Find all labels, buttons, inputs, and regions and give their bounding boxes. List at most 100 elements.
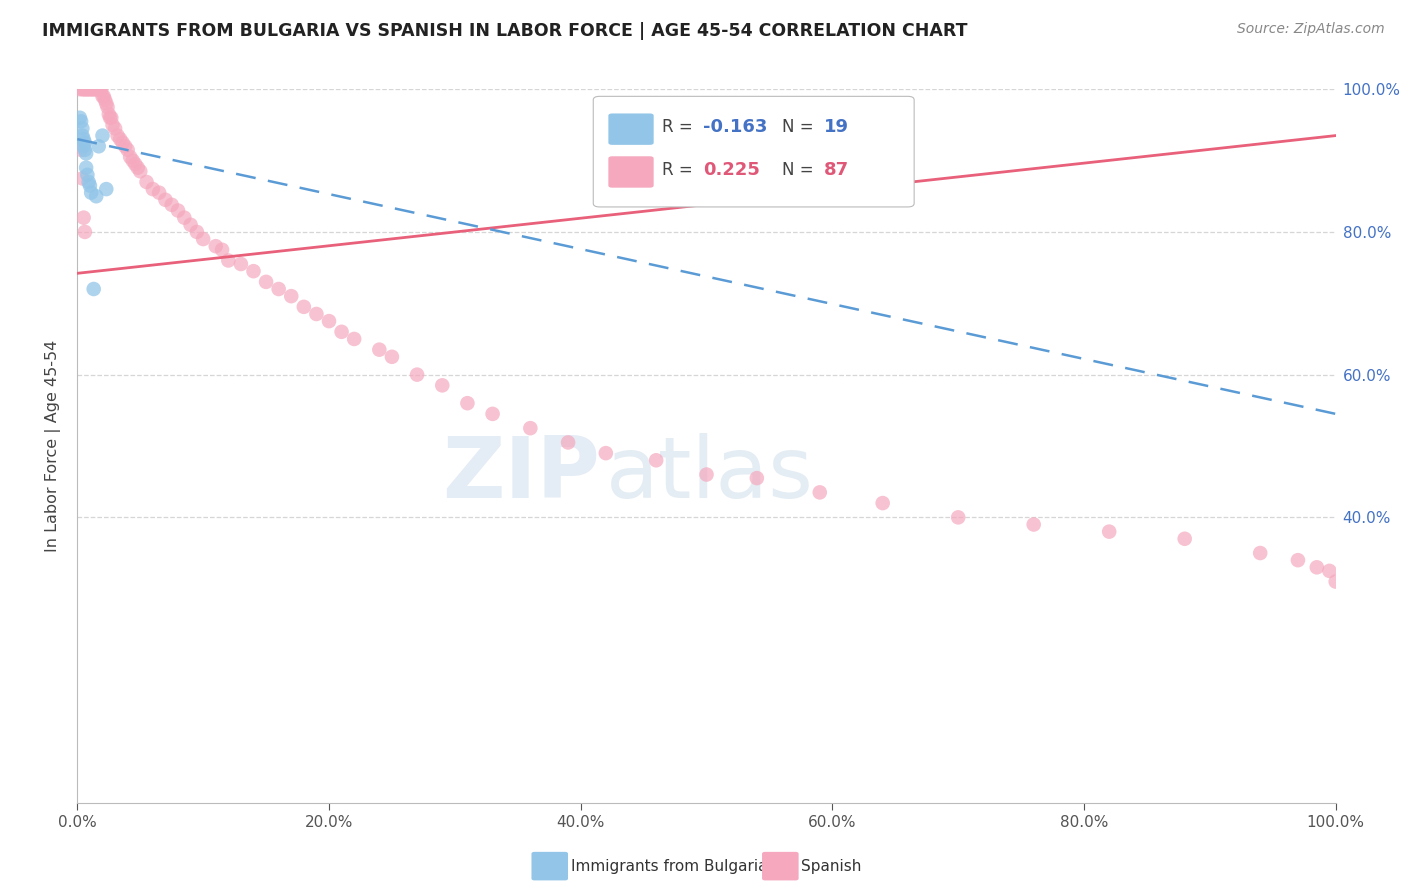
Point <box>72 82 94 96</box>
Point <box>69 111 91 125</box>
Point <box>121 153 143 168</box>
Point <box>432 378 454 392</box>
Y-axis label: In Labor Force | Age 45-54: In Labor Force | Age 45-54 <box>45 340 62 552</box>
Point <box>96 100 118 114</box>
Point <box>173 211 195 225</box>
Point <box>89 82 111 96</box>
Point <box>72 139 94 153</box>
Point <box>72 132 94 146</box>
Text: IMMIGRANTS FROM BULGARIA VS SPANISH IN LABOR FORCE | AGE 45-54 CORRELATION CHART: IMMIGRANTS FROM BULGARIA VS SPANISH IN L… <box>42 22 967 40</box>
Point <box>406 368 429 382</box>
Point <box>101 118 124 132</box>
Point <box>70 114 93 128</box>
Text: 87: 87 <box>824 161 849 178</box>
Point <box>96 182 118 196</box>
Point <box>127 161 149 175</box>
Point <box>186 225 208 239</box>
Text: Source: ZipAtlas.com: Source: ZipAtlas.com <box>1237 22 1385 37</box>
Point <box>1174 532 1197 546</box>
Point <box>76 82 98 96</box>
Point <box>1306 560 1329 574</box>
Point <box>1319 564 1341 578</box>
Point <box>948 510 970 524</box>
Point <box>142 182 165 196</box>
Point <box>100 111 122 125</box>
Point <box>1098 524 1121 539</box>
Point <box>72 211 94 225</box>
Point <box>75 161 97 175</box>
Point <box>129 164 152 178</box>
Point <box>108 132 131 146</box>
Point <box>148 186 170 200</box>
Point <box>87 82 110 96</box>
Point <box>1249 546 1271 560</box>
Point <box>229 257 252 271</box>
Point <box>86 82 108 96</box>
Point <box>79 82 101 96</box>
Point <box>481 407 503 421</box>
Point <box>114 139 136 153</box>
Point <box>77 175 100 189</box>
Point <box>1022 517 1045 532</box>
Point <box>91 128 114 143</box>
Point <box>69 82 91 96</box>
Point <box>82 82 104 96</box>
Point <box>191 232 215 246</box>
Point <box>93 89 115 103</box>
Point <box>84 82 107 96</box>
Point <box>1324 574 1347 589</box>
Point <box>96 96 118 111</box>
Point <box>73 225 96 239</box>
Point <box>90 82 112 96</box>
Point <box>211 243 233 257</box>
Point <box>120 150 142 164</box>
Point <box>98 111 121 125</box>
Point <box>456 396 478 410</box>
Point <box>242 264 264 278</box>
Point <box>97 107 120 121</box>
Point <box>167 203 190 218</box>
Point <box>80 186 103 200</box>
Text: N =: N = <box>782 118 818 136</box>
Text: 19: 19 <box>824 118 849 136</box>
Point <box>75 146 97 161</box>
Point <box>292 300 315 314</box>
Point <box>696 467 718 482</box>
Point <box>267 282 290 296</box>
Point <box>645 453 668 467</box>
Point <box>381 350 404 364</box>
Point <box>217 253 239 268</box>
Point <box>135 175 157 189</box>
Point <box>84 189 107 203</box>
Text: R =: R = <box>662 118 699 136</box>
Text: Immigrants from Bulgaria: Immigrants from Bulgaria <box>571 859 768 873</box>
Text: R =: R = <box>662 161 699 178</box>
Point <box>94 93 117 107</box>
Point <box>70 143 93 157</box>
FancyBboxPatch shape <box>593 96 914 207</box>
Text: ZIP: ZIP <box>441 433 599 516</box>
Point <box>330 325 353 339</box>
Point <box>73 143 96 157</box>
Point <box>318 314 340 328</box>
Text: N =: N = <box>782 161 818 178</box>
Point <box>254 275 277 289</box>
Point <box>160 198 183 212</box>
Point <box>72 128 94 143</box>
Point <box>808 485 831 500</box>
Text: Spanish: Spanish <box>801 859 862 873</box>
Point <box>79 178 101 193</box>
Point <box>76 168 98 182</box>
Point <box>80 82 103 96</box>
Point <box>111 136 134 150</box>
Text: atlas: atlas <box>606 433 814 516</box>
Point <box>117 143 139 157</box>
Point <box>280 289 302 303</box>
Point <box>872 496 894 510</box>
Point <box>104 121 127 136</box>
Point <box>595 446 617 460</box>
Point <box>72 121 94 136</box>
Text: -0.163: -0.163 <box>703 118 768 136</box>
Point <box>557 435 579 450</box>
FancyBboxPatch shape <box>609 156 654 187</box>
